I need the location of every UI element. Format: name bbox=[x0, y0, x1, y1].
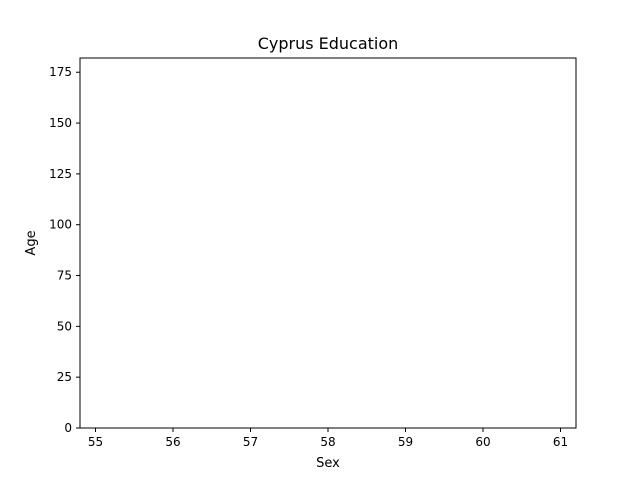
x-tick-label: 57 bbox=[243, 435, 258, 449]
y-tick-label: 50 bbox=[57, 319, 72, 333]
y-tick-label: 75 bbox=[57, 269, 72, 283]
x-tick-label: 61 bbox=[553, 435, 568, 449]
y-tick-label: 100 bbox=[49, 218, 72, 232]
y-tick-label: 0 bbox=[64, 421, 72, 435]
x-tick-label: 58 bbox=[320, 435, 335, 449]
chart-title: Cyprus Education bbox=[258, 34, 399, 53]
y-axis-label: Age bbox=[24, 230, 39, 255]
y-tick-label: 25 bbox=[57, 370, 72, 384]
x-tick-label: 56 bbox=[165, 435, 180, 449]
x-tick-label: 60 bbox=[475, 435, 490, 449]
x-tick-label: 55 bbox=[88, 435, 103, 449]
y-tick-label: 175 bbox=[49, 65, 72, 79]
y-axis: 0 25 50 75 100 125 150 175 bbox=[49, 65, 80, 435]
x-axis-label: Sex bbox=[316, 456, 340, 471]
x-axis: 55 56 57 58 59 60 61 bbox=[88, 428, 568, 449]
y-tick-label: 125 bbox=[49, 167, 72, 181]
x-tick-label: 59 bbox=[398, 435, 413, 449]
y-tick-label: 150 bbox=[49, 116, 72, 130]
